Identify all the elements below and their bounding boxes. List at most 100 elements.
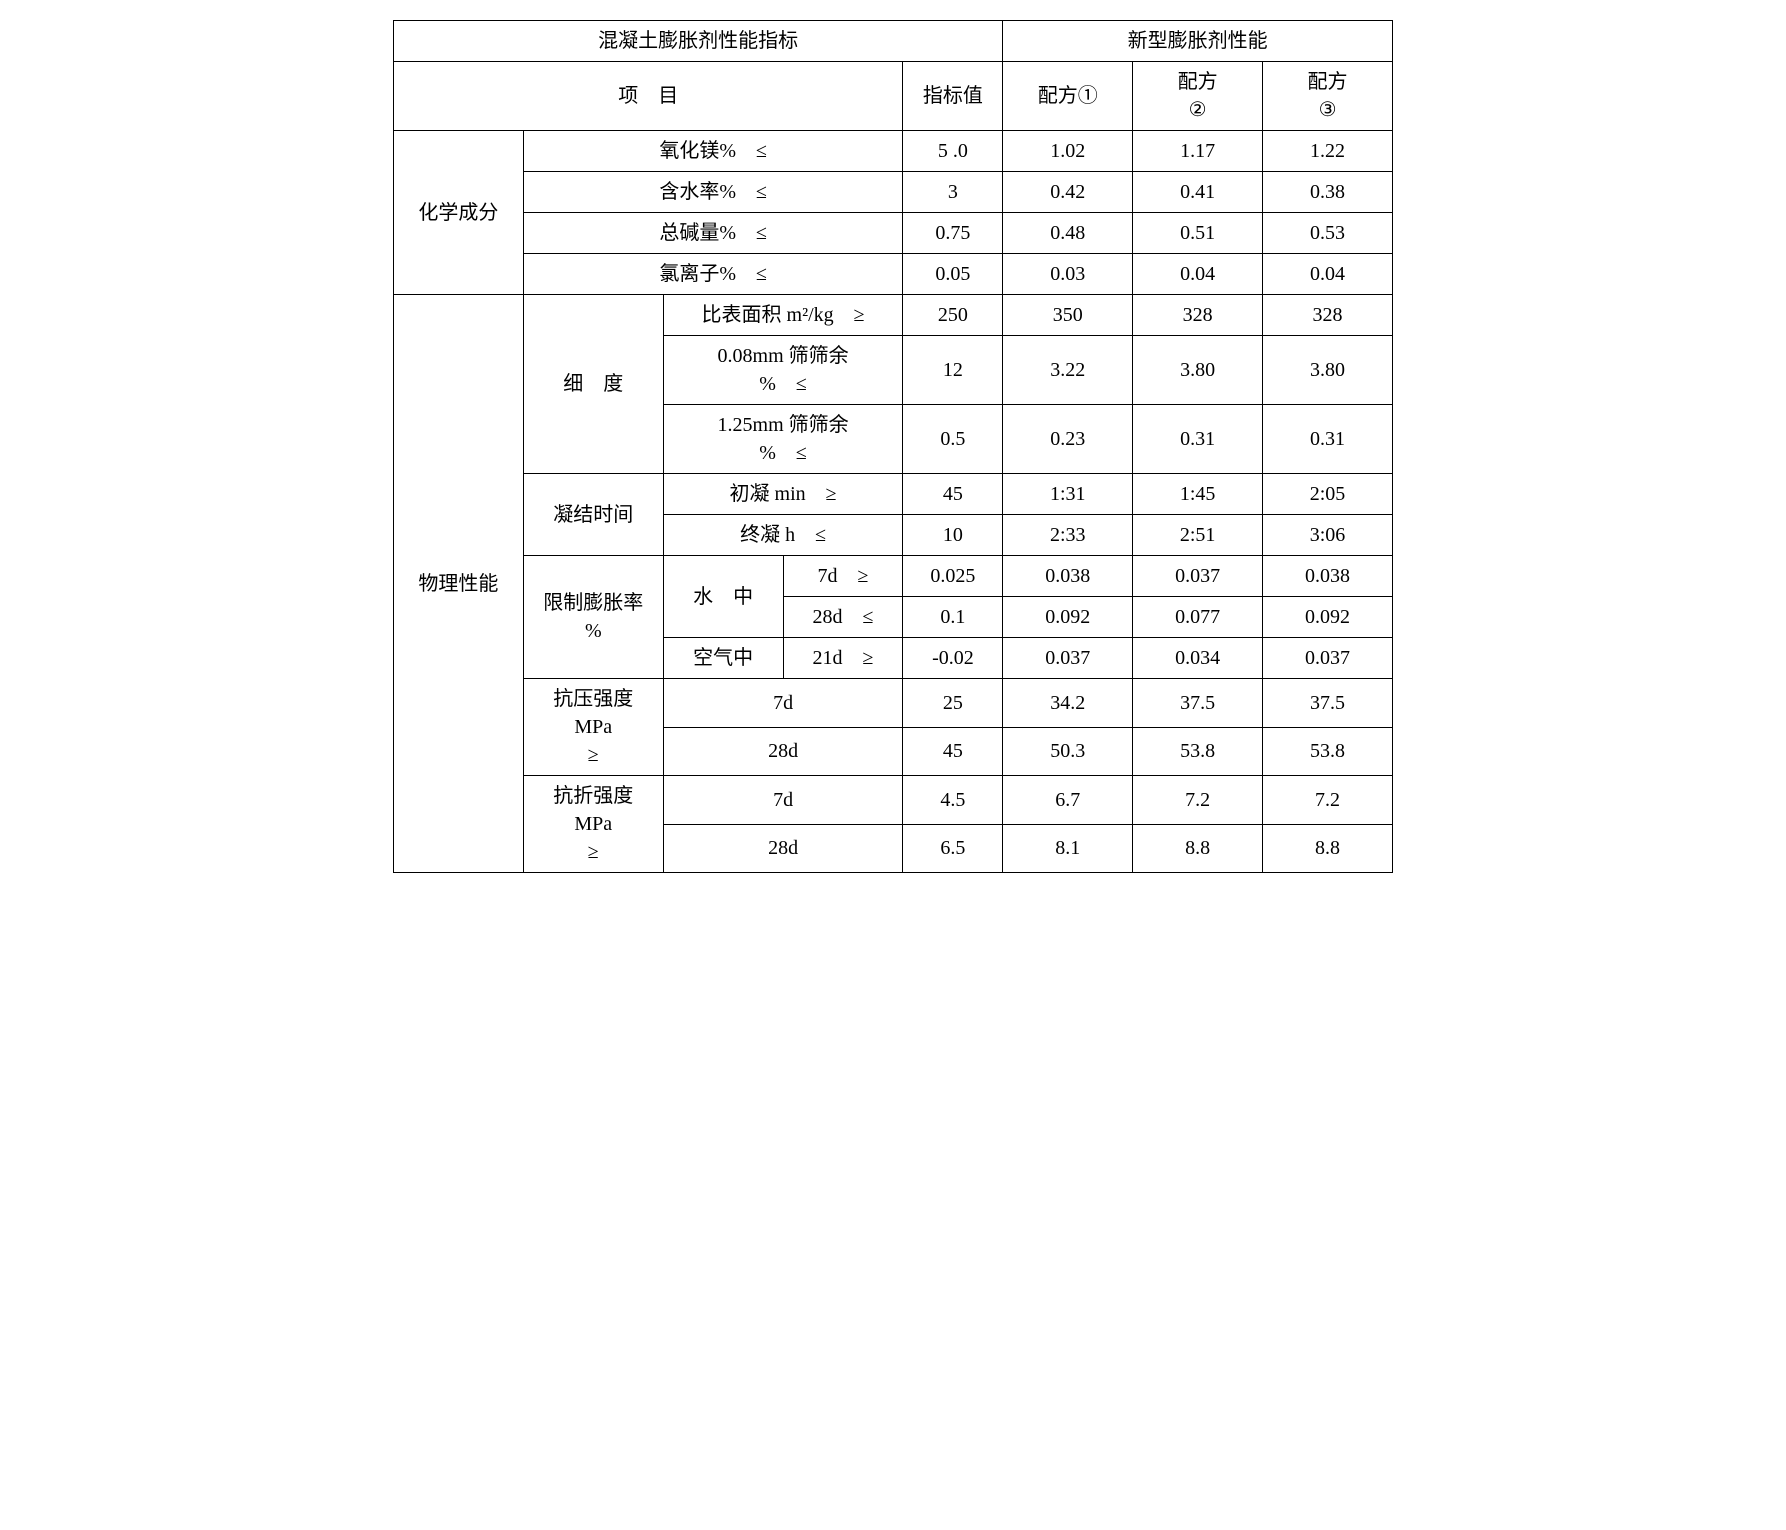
header-index-value: 指标值 [903,62,1003,131]
f2-mgo: 1.17 [1133,131,1263,172]
label-exp28: 28d ≤ [783,597,903,638]
header-row-2: 项 目 指标值 配方① 配方② 配方③ [394,62,1393,131]
label-flex28: 28d [663,824,903,873]
idx-flex7: 4.5 [903,776,1003,825]
idx-sieve125: 0.5 [903,405,1003,474]
label-exp21: 21d ≥ [783,638,903,679]
header-formula-1: 配方① [1003,62,1133,131]
f2-comp7: 37.5 [1133,679,1263,728]
f2-cl: 0.04 [1133,254,1263,295]
f1-comp28: 50.3 [1003,727,1133,776]
f3-cl: 0.04 [1263,254,1393,295]
f1-flex28: 8.1 [1003,824,1133,873]
idx-exp28: 0.1 [903,597,1003,638]
f1-exp28: 0.092 [1003,597,1133,638]
expansion-agent-table: 混凝土膨胀剂性能指标 新型膨胀剂性能 项 目 指标值 配方① 配方② 配方③ 化… [393,20,1393,873]
f1-ssa: 350 [1003,295,1133,336]
f3-flex7: 7.2 [1263,776,1393,825]
f3-alkali: 0.53 [1263,213,1393,254]
f1-exp21: 0.037 [1003,638,1133,679]
f3-flex28: 8.8 [1263,824,1393,873]
label-flex7: 7d [663,776,903,825]
row-flex7: 抗折强度MPa≥ 7d 4.5 6.7 7.2 7.2 [394,776,1393,825]
label-sieve008: 0.08mm 筛筛余% ≤ [663,336,903,405]
f1-flex7: 6.7 [1003,776,1133,825]
label-comp28: 28d [663,727,903,776]
header-right-title: 新型膨胀剂性能 [1003,21,1393,62]
row-exp7: 限制膨胀率% 水 中 7d ≥ 0.025 0.038 0.037 0.038 [394,556,1393,597]
section-set-time: 凝结时间 [523,474,663,556]
label-cl: 氯离子% ≤ [523,254,903,295]
idx-sieve008: 12 [903,336,1003,405]
row-mgo: 化学成分 氧化镁% ≤ 5 .0 1.02 1.17 1.22 [394,131,1393,172]
idx-cl: 0.05 [903,254,1003,295]
idx-flex28: 6.5 [903,824,1003,873]
idx-ssa: 250 [903,295,1003,336]
row-comp7: 抗压强度MPa≥ 7d 25 34.2 37.5 37.5 [394,679,1393,728]
f2-sieve125: 0.31 [1133,405,1263,474]
f3-sieve125: 0.31 [1263,405,1393,474]
label-alkali: 总碱量% ≤ [523,213,903,254]
label-water: 含水率% ≤ [523,172,903,213]
header-item: 项 目 [394,62,903,131]
f1-alkali: 0.48 [1003,213,1133,254]
f2-exp21: 0.034 [1133,638,1263,679]
row-ssa: 物理性能 细 度 比表面积 m²/kg ≥ 250 350 328 328 [394,295,1393,336]
f3-final-set: 3:06 [1263,515,1393,556]
f1-comp7: 34.2 [1003,679,1133,728]
idx-alkali: 0.75 [903,213,1003,254]
label-exp7: 7d ≥ [783,556,903,597]
f2-init-set: 1:45 [1133,474,1263,515]
f1-sieve008: 3.22 [1003,336,1133,405]
section-chem: 化学成分 [394,131,524,295]
idx-comp28: 45 [903,727,1003,776]
f3-ssa: 328 [1263,295,1393,336]
f1-mgo: 1.02 [1003,131,1133,172]
f2-comp28: 53.8 [1133,727,1263,776]
idx-exp7: 0.025 [903,556,1003,597]
f2-flex7: 7.2 [1133,776,1263,825]
idx-init-set: 45 [903,474,1003,515]
f3-exp21: 0.037 [1263,638,1393,679]
idx-water: 3 [903,172,1003,213]
row-cl: 氯离子% ≤ 0.05 0.03 0.04 0.04 [394,254,1393,295]
header-formula-2: 配方② [1133,62,1263,131]
idx-final-set: 10 [903,515,1003,556]
section-phys: 物理性能 [394,295,524,873]
section-comp-strength: 抗压强度MPa≥ [523,679,663,776]
f1-final-set: 2:33 [1003,515,1133,556]
f3-init-set: 2:05 [1263,474,1393,515]
row-alkali: 总碱量% ≤ 0.75 0.48 0.51 0.53 [394,213,1393,254]
f3-sieve008: 3.80 [1263,336,1393,405]
section-in-water: 水 中 [663,556,783,638]
header-left-title: 混凝土膨胀剂性能指标 [394,21,1003,62]
f2-final-set: 2:51 [1133,515,1263,556]
f2-flex28: 8.8 [1133,824,1263,873]
idx-exp21: -0.02 [903,638,1003,679]
section-exp-rate: 限制膨胀率% [523,556,663,679]
section-flex-strength: 抗折强度MPa≥ [523,776,663,873]
f1-water: 0.42 [1003,172,1133,213]
f2-alkali: 0.51 [1133,213,1263,254]
f1-exp7: 0.038 [1003,556,1133,597]
idx-mgo: 5 .0 [903,131,1003,172]
f3-comp28: 53.8 [1263,727,1393,776]
f3-comp7: 37.5 [1263,679,1393,728]
f2-ssa: 328 [1133,295,1263,336]
label-ssa: 比表面积 m²/kg ≥ [663,295,903,336]
label-final-set: 终凝 h ≤ [663,515,903,556]
f1-sieve125: 0.23 [1003,405,1133,474]
f3-mgo: 1.22 [1263,131,1393,172]
f2-sieve008: 3.80 [1133,336,1263,405]
f1-cl: 0.03 [1003,254,1133,295]
f3-water: 0.38 [1263,172,1393,213]
label-comp7: 7d [663,679,903,728]
label-mgo: 氧化镁% ≤ [523,131,903,172]
f2-water: 0.41 [1133,172,1263,213]
f3-exp7: 0.038 [1263,556,1393,597]
row-water: 含水率% ≤ 3 0.42 0.41 0.38 [394,172,1393,213]
f2-exp28: 0.077 [1133,597,1263,638]
f3-exp28: 0.092 [1263,597,1393,638]
f2-exp7: 0.037 [1133,556,1263,597]
header-formula-3: 配方③ [1263,62,1393,131]
